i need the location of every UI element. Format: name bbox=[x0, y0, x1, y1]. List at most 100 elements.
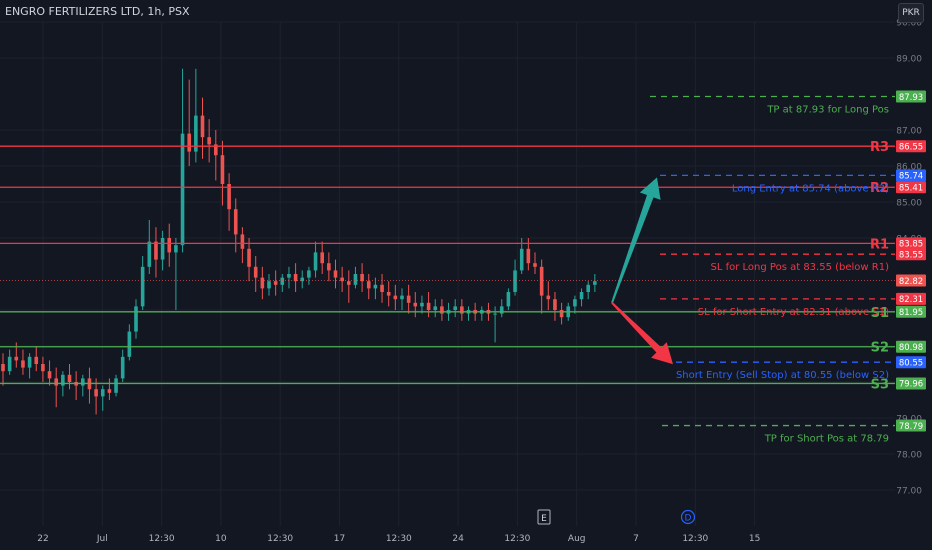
level-r1-tag-label: 83.85 bbox=[899, 240, 923, 250]
trade-label-take_profit: TP for Short Pos at 78.79 bbox=[764, 434, 889, 445]
candle-body bbox=[433, 306, 438, 310]
candle-body bbox=[280, 277, 285, 285]
candle-body bbox=[267, 281, 271, 289]
candle-body bbox=[247, 248, 251, 267]
candle-body bbox=[559, 310, 564, 318]
candle-body bbox=[107, 389, 112, 393]
trade-long_entry-tag bbox=[896, 169, 926, 182]
candle-body bbox=[546, 295, 551, 300]
trade-take_profit-tag-label: 78.79 bbox=[899, 422, 923, 432]
trade-levels: TP at 87.93 for Long Pos Long Entry at 85… bbox=[650, 95, 895, 445]
candle-body bbox=[100, 389, 105, 397]
trade-label-long_entry: Long Entry at 85.74 (above R2) bbox=[732, 183, 889, 194]
x-tick-label: Aug bbox=[568, 534, 586, 544]
candle-body bbox=[54, 378, 58, 386]
candle-body bbox=[200, 115, 205, 138]
time-axis[interactable]: 22 Jul 12:30 10 12:30 17 12:30 24 12:30 Aug 7 12:30… bbox=[37, 509, 760, 544]
candle-body bbox=[61, 374, 65, 386]
candle-body bbox=[120, 356, 125, 379]
candle-body bbox=[380, 284, 384, 292]
candle-body bbox=[273, 281, 278, 285]
candle-body bbox=[366, 281, 371, 289]
candle-body bbox=[586, 284, 590, 292]
trade-label-stop_loss: SL for Long Pos at 83.55 (below R1) bbox=[711, 262, 890, 273]
trade-label-short_entry: Short Entry (Sell Stop) at 80.55 (below … bbox=[676, 370, 889, 381]
pivot-levels: R3 R2 R1 S1 S2 S3 bbox=[0, 140, 895, 392]
level-s1-tag bbox=[896, 305, 926, 318]
candle-body bbox=[127, 331, 132, 357]
candle-body bbox=[114, 378, 118, 393]
x-tick-label: 17 bbox=[334, 534, 345, 544]
level-s2-tag bbox=[896, 340, 926, 353]
y-tick-label: 90.00 bbox=[896, 19, 922, 29]
candle-body bbox=[347, 281, 351, 285]
candle-body bbox=[493, 313, 497, 315]
candle-body bbox=[513, 270, 517, 292]
candle-body bbox=[233, 209, 238, 235]
candle-body bbox=[553, 299, 557, 310]
dividend-marker bbox=[680, 509, 696, 525]
candle-body bbox=[453, 306, 457, 310]
level-s3-tag-label: 79.96 bbox=[899, 380, 923, 390]
candle-body bbox=[426, 302, 431, 310]
level-r3-tag-label: 86.55 bbox=[899, 143, 923, 153]
x-tick-label: 12:30 bbox=[267, 534, 293, 544]
currency-button[interactable]: PKR bbox=[898, 3, 924, 23]
candle-body bbox=[307, 270, 311, 278]
x-tick-label: 12:30 bbox=[682, 534, 708, 544]
level-s2-tag-label: 80.98 bbox=[899, 343, 923, 353]
trade-label-take_profit: TP at 87.93 for Long Pos bbox=[766, 105, 889, 116]
x-tick-label: 10 bbox=[215, 534, 227, 544]
y-tick-label: 85.00 bbox=[896, 199, 922, 209]
candle-body bbox=[134, 306, 138, 332]
arrow-down-icon bbox=[611, 302, 673, 365]
x-tick-label: 7 bbox=[633, 534, 639, 544]
candle-body bbox=[373, 284, 378, 289]
candle-body bbox=[194, 115, 198, 152]
y-tick-label: 77.00 bbox=[896, 487, 922, 497]
candle-body bbox=[420, 302, 424, 307]
candle-body bbox=[506, 292, 511, 307]
trade-stop_loss-tag-label: 82.31 bbox=[899, 295, 923, 305]
y-tick-label: 86.00 bbox=[896, 163, 922, 173]
candle-body bbox=[7, 356, 12, 372]
candle-body bbox=[167, 238, 172, 253]
x-tick-label: 12:30 bbox=[149, 534, 175, 544]
candle-body bbox=[140, 266, 145, 307]
level-s3-tag bbox=[896, 377, 926, 390]
trade-stop_loss-tag bbox=[896, 248, 926, 261]
candle-body bbox=[519, 248, 524, 271]
candle-body bbox=[386, 292, 391, 296]
x-tick-label: 15 bbox=[749, 534, 760, 544]
candle-body bbox=[81, 378, 85, 386]
earnings-marker bbox=[537, 509, 551, 525]
candle-body bbox=[313, 252, 318, 271]
trade-long_entry-tag-label: 85.74 bbox=[899, 172, 923, 182]
candle-body bbox=[94, 389, 98, 397]
candle-body bbox=[14, 356, 19, 361]
y-tick-label: 87.00 bbox=[896, 127, 922, 137]
candle-body bbox=[27, 356, 32, 368]
earnings-marker-label: E bbox=[541, 514, 547, 524]
candle-body bbox=[460, 306, 464, 314]
last-price-tag bbox=[896, 274, 926, 287]
y-tick-label: 78.00 bbox=[896, 451, 922, 461]
price-axis[interactable]: 77.0078.0079.0080.0081.0082.0084.0085.00… bbox=[896, 19, 926, 497]
candle-body bbox=[147, 241, 152, 267]
level-name-r1: R1 bbox=[870, 237, 889, 252]
candle-body bbox=[293, 274, 298, 282]
y-tick-label: 79.00 bbox=[896, 415, 922, 425]
level-name-r2: R2 bbox=[870, 181, 889, 196]
trade-take_profit-tag bbox=[896, 419, 926, 432]
trade-take_profit-tag bbox=[896, 90, 926, 103]
candle-body bbox=[539, 266, 544, 296]
candle-body bbox=[499, 306, 504, 314]
candle-body bbox=[207, 137, 211, 145]
level-r1-tag bbox=[896, 237, 926, 250]
arrow-up-icon bbox=[611, 177, 661, 304]
level-name-r3: R3 bbox=[870, 140, 889, 155]
x-tick-label: 24 bbox=[452, 534, 464, 544]
candle-body bbox=[327, 263, 331, 271]
